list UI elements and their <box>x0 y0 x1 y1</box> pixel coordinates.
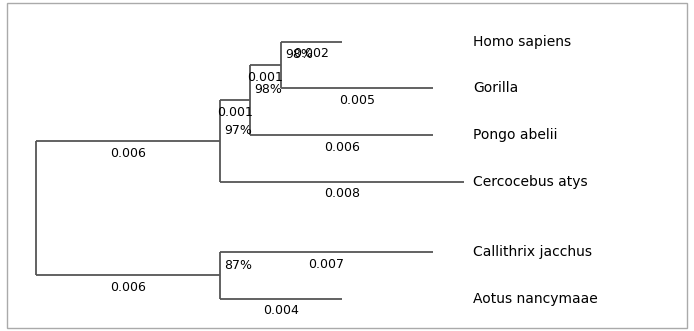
Text: 0.001: 0.001 <box>247 71 283 83</box>
Text: 98%: 98% <box>254 83 282 96</box>
Text: 0.005: 0.005 <box>339 94 375 107</box>
Text: 0.006: 0.006 <box>110 147 146 160</box>
Text: 0.007: 0.007 <box>308 258 344 271</box>
Text: Aotus nancymaae: Aotus nancymaae <box>473 292 598 306</box>
Text: 97%: 97% <box>223 124 252 137</box>
Text: 0.006: 0.006 <box>323 141 359 154</box>
Text: Callithrix jacchus: Callithrix jacchus <box>473 245 593 259</box>
Text: Homo sapiens: Homo sapiens <box>473 34 572 49</box>
Text: Gorilla: Gorilla <box>473 81 518 95</box>
Text: 0.004: 0.004 <box>262 305 298 317</box>
Text: Pongo abelii: Pongo abelii <box>473 128 558 142</box>
Text: 0.001: 0.001 <box>217 106 253 118</box>
Text: 0.006: 0.006 <box>110 281 146 294</box>
Text: 87%: 87% <box>223 259 252 272</box>
Text: 98%: 98% <box>285 48 313 61</box>
Text: 0.008: 0.008 <box>323 187 359 201</box>
Text: Cercocebus atys: Cercocebus atys <box>473 175 588 189</box>
Text: 0.002: 0.002 <box>293 47 329 60</box>
